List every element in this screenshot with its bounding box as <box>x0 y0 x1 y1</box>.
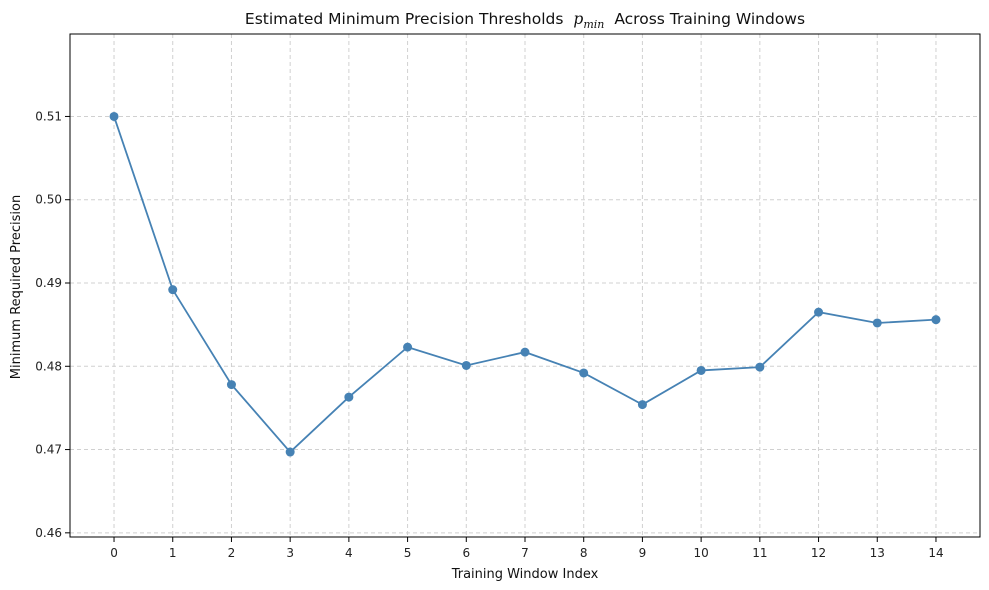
data-point <box>109 111 119 121</box>
y-tick-label: 0.47 <box>35 443 62 457</box>
x-tick-label: 13 <box>870 546 885 560</box>
data-point <box>344 392 354 402</box>
series-layer <box>109 111 941 457</box>
x-tick-label: 14 <box>928 546 943 560</box>
x-tick-label: 1 <box>169 546 177 560</box>
chart-title-math: p <box>573 10 583 28</box>
x-tick-label: 8 <box>580 546 588 560</box>
x-tick-label: 3 <box>286 546 294 560</box>
data-point <box>461 360 471 370</box>
x-tick-label: 11 <box>752 546 767 560</box>
chart-title: Estimated Minimum Precision Thresholds p… <box>245 10 805 32</box>
data-point <box>872 318 882 328</box>
x-tick-label: 5 <box>404 546 412 560</box>
data-point <box>403 342 413 352</box>
chart-title-math-sub: min <box>583 18 604 31</box>
x-tick-label: 12 <box>811 546 826 560</box>
x-tick-label: 0 <box>110 546 118 560</box>
chart-title-main: Estimated Minimum Precision Thresholds <box>245 10 564 28</box>
x-tick-label: 2 <box>228 546 236 560</box>
data-point <box>520 347 530 357</box>
data-point <box>168 285 178 295</box>
chart-title-suffix: Across Training Windows <box>614 10 805 28</box>
x-tick-label: 6 <box>462 546 470 560</box>
data-point <box>931 315 941 325</box>
data-point <box>637 400 647 410</box>
y-tick-label: 0.46 <box>35 526 62 540</box>
y-axis-label: Minimum Required Precision <box>9 195 24 379</box>
data-point <box>755 362 765 372</box>
y-tick-label: 0.48 <box>35 359 62 373</box>
data-point <box>696 365 706 375</box>
x-tick-label: 4 <box>345 546 353 560</box>
grid-layer <box>70 34 980 537</box>
x-tick-label: 9 <box>639 546 647 560</box>
data-point <box>814 307 824 317</box>
data-point <box>285 447 295 457</box>
data-point <box>226 380 236 390</box>
y-tick-label: 0.49 <box>35 276 62 290</box>
x-axis-label: Training Window Index <box>451 567 599 582</box>
x-tick-label: 7 <box>521 546 529 560</box>
x-tick-label: 10 <box>693 546 708 560</box>
data-point <box>579 368 589 378</box>
tick-layer: 0 1 2 3 4 5 6 7 8 9 10 11 12 13 140.460.470.480.490.50… <box>35 109 943 560</box>
y-tick-label: 0.50 <box>35 193 62 207</box>
y-tick-label: 0.51 <box>35 109 62 123</box>
